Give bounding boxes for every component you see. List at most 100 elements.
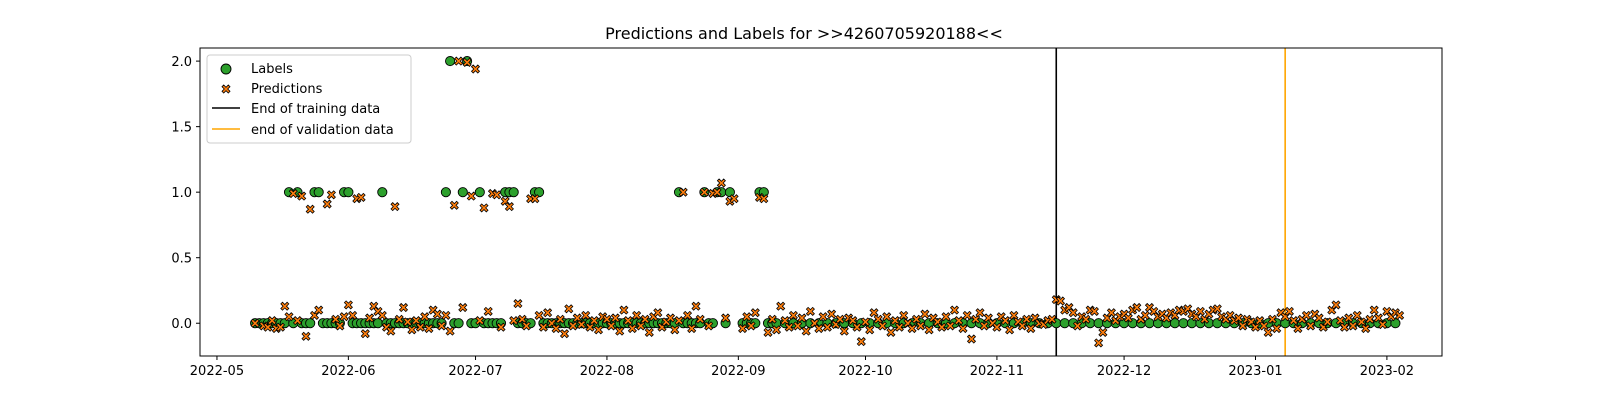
prediction-point [712,187,722,197]
x-tick-label: 2022-10 [838,364,892,379]
y-axis: 0.0 0.5 1.0 1.5 2.0 [171,55,200,332]
prediction-point [742,312,752,322]
prediction-point [610,313,620,323]
prediction-point [576,319,587,330]
prediction-point [699,187,709,197]
prediction-point [572,313,582,323]
prediction-point [941,312,951,322]
prediction-point [1267,314,1277,324]
prediction-point [297,191,307,201]
prediction-point [784,322,794,332]
label-point [1059,318,1070,329]
prediction-point [1289,316,1299,326]
prediction-point [280,301,290,311]
prediction-point [958,323,968,334]
prediction-point [521,321,531,331]
prediction-point [835,314,845,324]
prediction-point [640,314,650,324]
reference-lines [1055,48,1286,356]
predictions-series [250,56,1405,348]
prediction-point [1072,321,1083,331]
prediction-point [797,313,807,323]
prediction-point [1306,321,1316,331]
label-point [440,187,451,198]
prediction-point [801,326,811,336]
prediction-point [691,301,701,311]
prediction-point [398,302,409,313]
prediction-point [653,308,663,318]
prediction-point [1089,306,1099,316]
prediction-point [966,334,977,344]
prediction-point [805,306,815,316]
x-tick-label: 2022-06 [321,364,375,379]
prediction-point [632,310,642,320]
prediction-point [1259,321,1269,331]
prediction-point [924,325,934,335]
prediction-point [437,321,447,331]
prediction-point [483,306,493,316]
prediction-point [606,321,616,331]
label-point [1178,318,1189,329]
prediction-point [348,310,358,320]
prediction-point [1365,314,1375,324]
prediction-point [1068,308,1078,318]
prediction-point [767,314,777,324]
prediction-point [1009,310,1019,320]
prediction-point [568,321,578,331]
prediction-point [623,316,633,326]
prediction-point [326,190,336,200]
prediction-point [716,178,726,188]
prediction-point [602,314,612,324]
prediction-point [496,322,506,332]
label-point [508,187,519,198]
prediction-point [721,313,731,323]
prediction-point [949,305,960,315]
legend: Labels Predictions End of training data … [206,54,412,144]
label-point [1093,318,1104,329]
prediction-point [678,187,688,197]
prediction-point [992,322,1002,332]
x-tick-label: 2022-07 [448,364,502,379]
prediction-point [962,310,972,320]
prediction-point [738,323,748,334]
prediction-point [788,310,798,320]
label-point [372,318,384,329]
prediction-point [615,326,625,336]
prediction-point [771,325,782,335]
prediction-point [890,316,900,326]
prediction-point [593,325,604,335]
prediction-point [284,312,294,322]
prediction-point [1132,302,1142,313]
y-tick-label: 0.0 [171,317,192,332]
legend-labels-text: Labels [251,62,293,77]
x-tick-label: 2022-09 [711,364,765,379]
prediction-point [1369,305,1379,315]
prediction-point [275,322,286,332]
x-tick-label: 2022-05 [190,364,244,379]
prediction-point [559,329,570,339]
prediction-point [403,317,413,327]
prediction-point [322,199,332,209]
prediction-point [331,314,341,324]
prediction-point [407,325,417,335]
prediction-point [1263,327,1273,337]
prediction-point [458,302,468,313]
prediction-point [581,310,591,320]
label-point [534,187,545,198]
prediction-point [822,322,832,332]
prediction-point [827,309,837,319]
prediction-point [1212,304,1222,314]
prediction-point [339,312,349,322]
prediction-point [670,325,680,335]
prediction-point [848,316,858,326]
prediction-point [1094,338,1104,348]
prediction-point [750,308,760,318]
legend-predictions-marker [221,84,231,94]
prediction-point [360,329,370,339]
legend-labels-marker [220,63,232,75]
prediction-point [665,313,676,323]
prediction-point [543,308,553,318]
prediction-point [1238,321,1248,331]
prediction-point [945,321,955,331]
prediction-point [954,316,964,326]
